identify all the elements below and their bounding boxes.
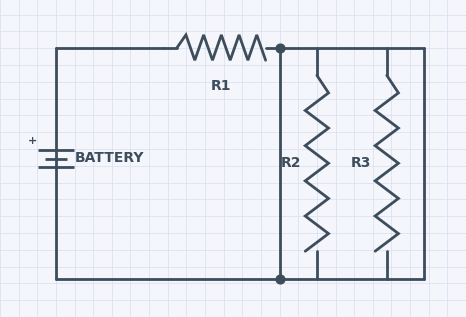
Text: BATTERY: BATTERY	[75, 152, 144, 165]
Point	[276, 45, 283, 50]
Text: R2: R2	[281, 156, 302, 170]
Text: R1: R1	[211, 79, 232, 93]
Point	[276, 276, 283, 281]
Text: R3: R3	[351, 156, 371, 170]
Text: +: +	[28, 136, 37, 146]
